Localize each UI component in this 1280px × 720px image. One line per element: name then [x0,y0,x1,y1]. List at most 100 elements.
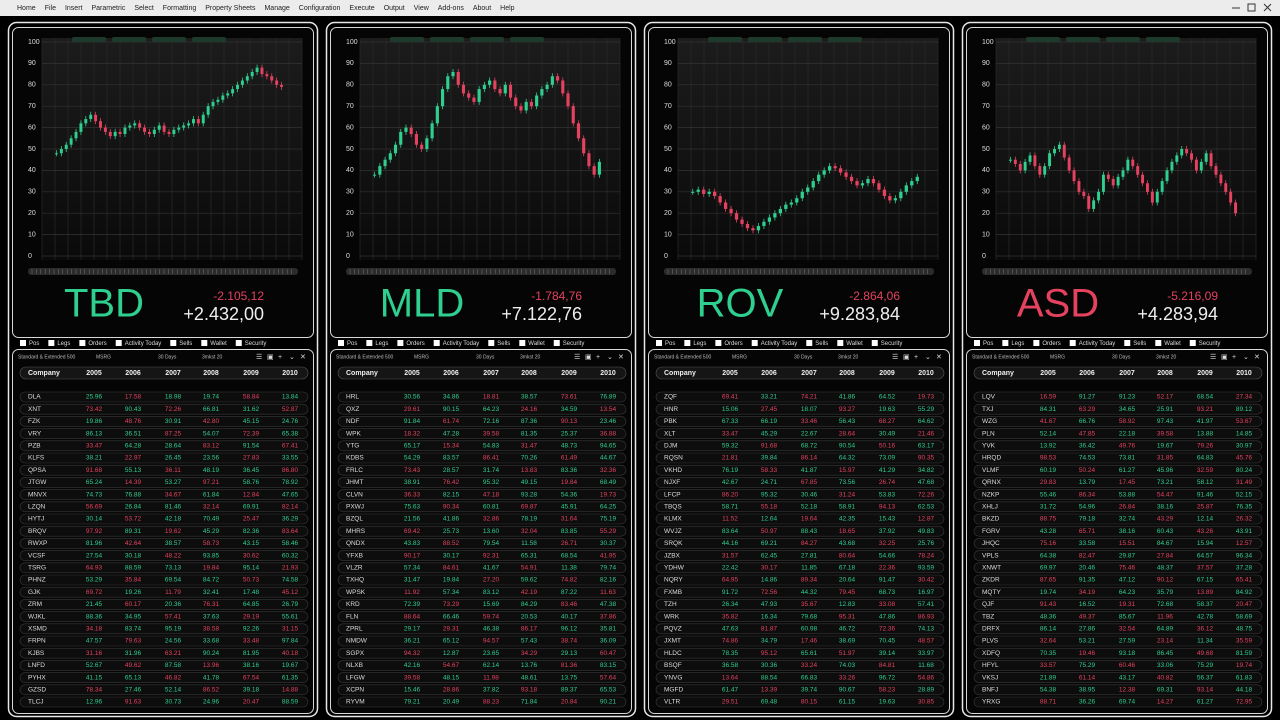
table-row[interactable] [19,489,309,500]
table-row[interactable] [19,477,309,488]
menu-item[interactable]: Execute [349,5,374,12]
toolbar-icon[interactable]: + [278,354,282,361]
table-row[interactable] [337,403,627,415]
table-row[interactable] [655,416,945,427]
menu-item[interactable]: About [473,5,491,12]
filter-checkbox[interactable] [170,340,177,346]
filter-label[interactable]: Orders [88,341,106,347]
table-row[interactable] [655,440,945,452]
filter-label[interactable]: Legs [693,341,706,347]
table-row[interactable] [337,391,627,403]
menu-item[interactable]: Output [384,5,405,12]
table-row[interactable] [655,525,945,537]
table-row[interactable] [19,391,309,403]
filter-label[interactable]: Wallet [210,341,227,347]
table-row[interactable] [973,538,1263,549]
table-row[interactable] [655,599,945,610]
toolbar-icon[interactable]: ✕ [1254,354,1260,361]
table-row[interactable] [19,672,309,683]
filter-label[interactable]: Sells [497,341,510,347]
table-row[interactable] [655,574,945,586]
filter-label[interactable]: Sells [1133,341,1146,347]
table-row[interactable] [19,428,309,439]
table-row[interactable] [973,440,1263,452]
filter-label[interactable]: Security [245,341,267,347]
toolbar-icon[interactable]: + [1232,354,1236,361]
filter-label[interactable]: Orders [1042,341,1060,347]
table-row[interactable] [973,599,1263,610]
table-row[interactable] [19,586,309,598]
menu-item[interactable]: Formatting [163,5,197,12]
table-row[interactable] [973,672,1263,683]
table-row[interactable] [337,525,627,537]
table-row[interactable] [973,391,1263,403]
toolbar-item[interactable]: MSRG [732,354,747,360]
table-row[interactable] [973,611,1263,622]
toolbar-icon[interactable]: ✕ [936,354,942,361]
filter-label[interactable]: Sells [179,341,192,347]
toolbar-item[interactable]: 3mkst 20 [1156,354,1177,360]
filter-checkbox[interactable] [837,340,844,346]
table-row[interactable] [973,550,1263,561]
filter-label[interactable]: Legs [57,341,70,347]
table-row[interactable] [19,611,309,622]
filter-checkbox[interactable] [715,340,722,346]
filter-checkbox[interactable] [1189,340,1196,346]
table-row[interactable] [973,647,1263,659]
table-row[interactable] [655,611,945,622]
toolbar-item[interactable]: 30 Days [476,354,495,360]
table-row[interactable] [337,647,627,659]
table-row[interactable] [337,623,627,635]
filter-label[interactable]: Legs [375,341,388,347]
table-row[interactable] [973,416,1263,427]
table-row[interactable] [19,452,309,464]
table-row[interactable] [19,562,309,574]
table-row[interactable] [19,525,309,537]
table-row[interactable] [337,416,627,427]
filter-checkbox[interactable] [488,340,495,346]
table-row[interactable] [337,477,627,488]
table-row[interactable] [973,635,1263,647]
table-row[interactable] [19,403,309,415]
table-row[interactable] [973,586,1263,598]
filter-label[interactable]: Pos [29,341,39,347]
table-row[interactable] [655,464,945,476]
toolbar-icon[interactable]: ⌄ [289,354,295,361]
filter-checkbox[interactable] [48,340,55,346]
filter-checkbox[interactable] [235,340,242,346]
table-row[interactable] [655,513,945,525]
filter-label[interactable]: Wallet [528,341,545,347]
table-row[interactable] [655,635,945,647]
filter-checkbox[interactable] [553,340,560,346]
toolbar-item[interactable]: MSRG [96,354,111,360]
filter-checkbox[interactable] [974,340,980,346]
filter-checkbox[interactable] [1069,340,1076,346]
table-row[interactable] [19,538,309,549]
toolbar-icon[interactable]: + [914,354,918,361]
menu-item[interactable]: Add-ons [438,5,465,12]
table-row[interactable] [655,672,945,683]
filter-label[interactable]: Security [881,341,903,347]
table-row[interactable] [973,489,1263,500]
table-row[interactable] [973,464,1263,476]
table-row[interactable] [337,501,627,513]
toolbar-icon[interactable]: ▣ [903,354,910,361]
table-row[interactable] [655,623,945,635]
table-row[interactable] [19,440,309,452]
menu-item[interactable]: Manage [264,5,289,12]
table-row[interactable] [19,660,309,671]
table-row[interactable] [337,586,627,598]
table-row[interactable] [655,586,945,598]
toolbar-icon[interactable]: ⌄ [1243,354,1249,361]
menu-item[interactable]: View [414,5,430,12]
menu-item[interactable]: Property Sheets [205,5,256,12]
filter-checkbox[interactable] [115,340,122,346]
toolbar-icon[interactable]: ⌄ [607,354,613,361]
table-row[interactable] [337,684,627,696]
table-row[interactable] [337,428,627,439]
toolbar-icon[interactable]: ⌄ [925,354,931,361]
toolbar-icon[interactable]: ☰ [892,354,898,361]
filter-checkbox[interactable] [1033,340,1040,346]
toolbar-icon[interactable]: ▣ [585,354,592,361]
filter-checkbox[interactable] [806,340,813,346]
